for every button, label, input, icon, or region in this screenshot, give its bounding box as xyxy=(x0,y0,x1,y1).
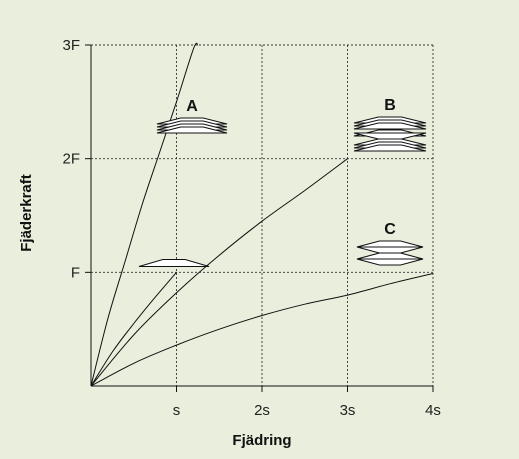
y-tick-label-1: F xyxy=(71,264,80,281)
spring-b-middle-disc-2 xyxy=(353,132,427,140)
spring-c-disc-3 xyxy=(356,252,424,260)
spring-illustrations xyxy=(138,116,427,268)
curve-1 xyxy=(90,42,199,387)
y-tick-label-3: 3F xyxy=(62,37,80,54)
x-tick-label-1: s xyxy=(173,402,181,419)
spring-label-a: A xyxy=(186,98,198,115)
spring-b-upper-disc-3 xyxy=(353,122,427,130)
tick-labels: s 2s 3s 4s F 2F 3F A B C xyxy=(62,37,440,419)
x-tick-label-2: 2s xyxy=(254,402,270,419)
spring-c-disc-2 xyxy=(356,246,424,254)
spring-label-c: C xyxy=(384,221,396,238)
grid xyxy=(91,44,434,386)
spring-a-disc-4 xyxy=(156,126,228,134)
spring-b-lower-disc-3 xyxy=(353,144,427,152)
curve-4 xyxy=(90,273,434,387)
curve-2 xyxy=(90,271,177,387)
curve-3 xyxy=(90,158,348,387)
x-tick-label-3: 3s xyxy=(340,402,356,419)
x-axis-title: Fjädring xyxy=(232,432,291,449)
y-axis-title: Fjäderkraft xyxy=(18,174,35,252)
y-tick-label-2: 2F xyxy=(62,151,80,168)
spring-c-disc-1 xyxy=(356,240,424,248)
spring-single-disc xyxy=(138,258,210,268)
axes xyxy=(85,44,434,392)
spring-label-b: B xyxy=(384,97,396,114)
spring-c-disc-4 xyxy=(356,258,424,266)
curves xyxy=(90,42,434,387)
x-tick-label-4: 4s xyxy=(425,402,441,419)
